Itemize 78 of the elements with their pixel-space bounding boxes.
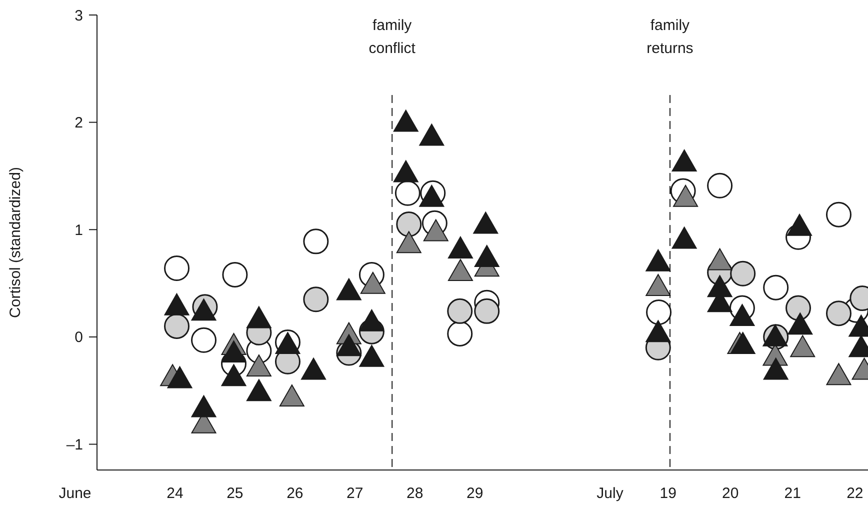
- point: [788, 312, 813, 335]
- point: [419, 124, 444, 146]
- y-tick-label: 0: [74, 329, 83, 346]
- point: [646, 300, 672, 325]
- x-tick-label: 29: [466, 485, 484, 502]
- x-axis-title: June: [58, 485, 92, 502]
- y-axis-title: Cortisol (standardized): [7, 167, 24, 318]
- x-tick-label: 25: [226, 485, 244, 502]
- point: [707, 248, 732, 270]
- point: [474, 245, 500, 268]
- x-tick-label: 20: [722, 485, 739, 502]
- point: [447, 298, 473, 324]
- point: [191, 327, 217, 353]
- point: [826, 300, 852, 326]
- point: [167, 366, 192, 388]
- point: [787, 214, 812, 236]
- y-tick-label: 1: [74, 222, 83, 239]
- x-tick-label: 28: [406, 485, 424, 502]
- point: [222, 262, 248, 288]
- point: [730, 304, 755, 326]
- point: [164, 313, 190, 339]
- y-tick-label: –1: [66, 436, 83, 454]
- point: [393, 110, 418, 132]
- point: [826, 363, 852, 386]
- y-tick-label: 2: [74, 114, 83, 132]
- point: [359, 344, 384, 367]
- point: [790, 335, 816, 358]
- point: [191, 395, 216, 418]
- point: [423, 219, 448, 242]
- point: [474, 298, 500, 324]
- point: [164, 293, 190, 316]
- point: [448, 258, 473, 281]
- point: [393, 160, 418, 182]
- point: [786, 295, 812, 321]
- point: [447, 320, 473, 346]
- point: [191, 298, 216, 321]
- point: [473, 212, 498, 234]
- point: [303, 286, 329, 312]
- point: [707, 172, 733, 198]
- point: [673, 184, 698, 207]
- point: [301, 358, 326, 380]
- x-tick-label: 19: [660, 485, 676, 502]
- point: [164, 256, 190, 282]
- point: [336, 278, 362, 300]
- x-tick-label: 24: [166, 485, 184, 502]
- point: [246, 306, 272, 328]
- y-tick-label: 3: [74, 7, 83, 24]
- point: [396, 231, 422, 254]
- ref-line-label: family returns: [646, 17, 694, 57]
- x-axis-title: July: [596, 485, 624, 502]
- point: [763, 358, 788, 380]
- point: [221, 364, 246, 386]
- point: [246, 354, 272, 376]
- x-tick-label: 27: [346, 485, 364, 502]
- point: [359, 309, 384, 332]
- x-tick-label: 26: [286, 485, 304, 502]
- point: [762, 324, 788, 346]
- point: [730, 260, 756, 286]
- point: [419, 184, 444, 207]
- point: [448, 236, 473, 258]
- point: [360, 272, 386, 294]
- point: [336, 334, 362, 356]
- point: [394, 180, 420, 206]
- point: [246, 379, 272, 402]
- ref-line-label: family conflict: [368, 17, 416, 57]
- point: [763, 274, 789, 300]
- point: [826, 202, 852, 228]
- point: [221, 340, 246, 363]
- point: [672, 226, 697, 249]
- point: [279, 384, 304, 407]
- point: [396, 212, 422, 238]
- x-tick-label: 21: [784, 485, 801, 502]
- point: [672, 150, 697, 172]
- point: [646, 274, 671, 296]
- point: [646, 320, 671, 342]
- x-tick-label: 22: [846, 485, 864, 502]
- point: [303, 228, 329, 254]
- point: [646, 249, 671, 272]
